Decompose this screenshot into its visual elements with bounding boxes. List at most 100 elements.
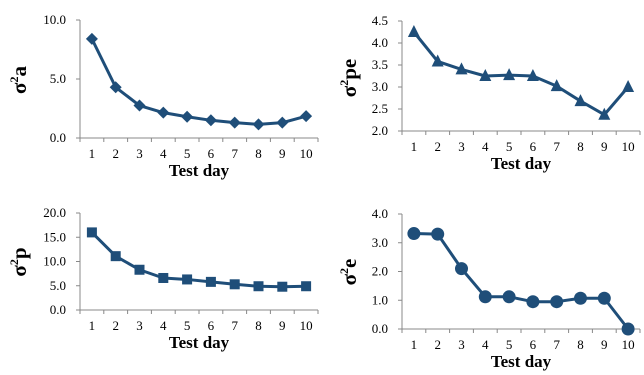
data-point: [252, 118, 265, 131]
data-point: [134, 264, 145, 275]
data-point: [228, 116, 241, 129]
x-tick-label: 8: [255, 318, 262, 333]
data-point: [455, 62, 468, 75]
x-axis-title: Test day: [169, 161, 230, 180]
data-point: [574, 94, 587, 107]
x-tick-label: 3: [136, 146, 143, 161]
y-tick-label: 4.5: [372, 13, 388, 28]
x-tick-label: 3: [458, 139, 465, 154]
x-tick-label: 4: [160, 146, 167, 161]
x-tick-label: 2: [112, 318, 119, 333]
y-axis-title-sup: 2: [7, 77, 21, 83]
data-point: [597, 291, 611, 305]
data-point: [157, 106, 170, 119]
data-point: [574, 291, 587, 305]
y-tick-label: 2.5: [372, 101, 388, 116]
x-tick-label: 4: [482, 337, 489, 352]
data-point: [133, 99, 146, 112]
y-tick-label: 3.5: [372, 57, 388, 72]
y-axis-title-base: σ: [7, 82, 31, 94]
data-point: [455, 262, 468, 276]
y-axis-title-sup: 2: [337, 80, 351, 86]
x-tick-label: 5: [506, 139, 513, 154]
data-point: [253, 281, 264, 292]
y-tick-label: 5.0: [50, 278, 66, 293]
x-tick-label: 1: [411, 337, 418, 352]
x-tick-label: 6: [208, 318, 215, 333]
x-tick-label: 10: [300, 318, 313, 333]
y-tick-label: 0.0: [372, 321, 388, 336]
y-tick-label: 5.0: [50, 71, 66, 86]
x-tick-label: 6: [208, 146, 215, 161]
data-point: [204, 114, 217, 127]
data-point: [109, 81, 122, 94]
data-point: [277, 281, 288, 292]
x-axis-title: Test day: [169, 333, 230, 352]
x-tick-label: 9: [601, 139, 608, 154]
data-point: [526, 295, 540, 309]
y-axis-title-base: σ: [337, 273, 361, 285]
y-tick-label: 15.0: [43, 229, 66, 244]
x-tick-label: 10: [300, 146, 313, 161]
x-axis-title: Test day: [491, 352, 552, 371]
y-axis-title: σ2pe: [337, 59, 361, 97]
y-tick-label: 3.0: [372, 79, 388, 94]
data-point: [300, 110, 313, 123]
data-point: [621, 322, 635, 336]
data-point: [502, 290, 516, 304]
x-tick-label: 9: [279, 146, 286, 161]
y-tick-label: 2.0: [372, 123, 388, 138]
data-point: [181, 110, 194, 123]
data-point: [622, 80, 635, 92]
x-tick-label: 7: [553, 139, 560, 154]
x-tick-label: 2: [112, 146, 119, 161]
y-axis-title: σ2a: [7, 66, 31, 94]
y-axis-title-base: σ: [337, 85, 361, 97]
y-axis-title-sup: 2: [337, 268, 351, 274]
x-tick-label: 1: [89, 318, 96, 333]
x-tick-label: 7: [231, 146, 238, 161]
data-point: [86, 227, 97, 238]
x-tick-label: 3: [136, 318, 143, 333]
x-tick-label: 8: [255, 146, 262, 161]
data-point: [478, 290, 492, 304]
y-tick-label: 0.0: [50, 302, 66, 317]
data-point: [205, 276, 216, 287]
x-tick-label: 10: [622, 139, 635, 154]
data-point: [229, 279, 240, 290]
x-tick-label: 3: [458, 337, 465, 352]
y-axis-title: σ2e: [337, 259, 361, 286]
y-axis-title-rest: a: [7, 66, 31, 77]
series-line: [412, 31, 630, 117]
x-tick-label: 9: [279, 318, 286, 333]
x-tick-label: 4: [482, 139, 489, 154]
x-tick-label: 6: [530, 337, 537, 352]
x-tick-label: 8: [577, 139, 584, 154]
x-tick-label: 1: [89, 146, 96, 161]
x-tick-label: 7: [231, 318, 238, 333]
x-tick-label: 5: [506, 337, 513, 352]
data-point: [526, 69, 539, 81]
y-tick-label: 3.0: [372, 235, 388, 250]
data-point: [550, 295, 564, 309]
y-tick-label: 0.0: [50, 130, 66, 145]
data-point: [276, 116, 289, 129]
x-tick-label: 2: [434, 337, 441, 352]
data-point: [407, 227, 421, 241]
y-axis-title: σ2p: [7, 247, 31, 276]
y-tick-label: 2.0: [372, 264, 388, 279]
x-tick-label: 8: [577, 337, 584, 352]
x-axis-title: Test day: [491, 154, 552, 173]
y-tick-label: 20.0: [43, 205, 66, 220]
y-axis-title-rest: e: [337, 259, 361, 268]
data-point: [182, 274, 193, 285]
data-point: [431, 227, 445, 241]
y-tick-label: 4.0: [372, 206, 388, 221]
x-tick-label: 6: [530, 139, 537, 154]
x-tick-label: 5: [184, 318, 191, 333]
y-axis-title-base: σ: [7, 265, 31, 277]
x-tick-label: 5: [184, 146, 191, 161]
